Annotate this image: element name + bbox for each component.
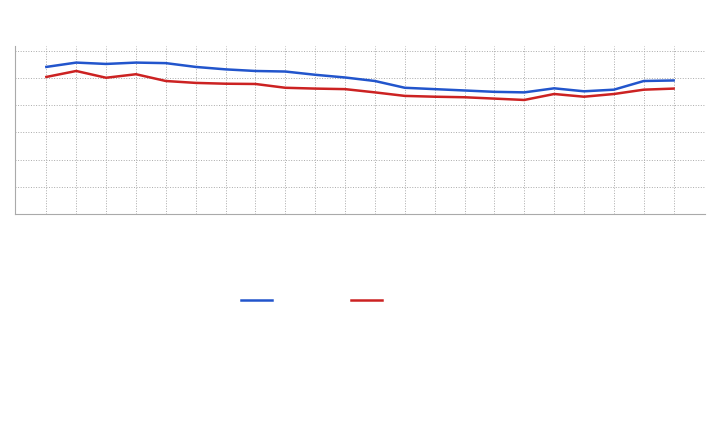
固定長期適合率 — [580, 94, 588, 99]
固定比率 — [550, 86, 559, 91]
固定長期適合率 — [610, 92, 618, 97]
固定長期適合率 — [371, 90, 379, 95]
固定比率 — [580, 88, 588, 94]
固定長期適合率 — [192, 80, 200, 85]
固定長期適合率 — [281, 85, 289, 90]
固定長期適合率 — [490, 96, 499, 101]
固定比率 — [341, 75, 349, 80]
固定比率 — [251, 68, 260, 73]
固定長期適合率 — [550, 92, 559, 97]
Legend: 固定比率, 固定長期適合率: 固定比率, 固定長期適合率 — [235, 290, 485, 309]
固定比率 — [161, 60, 170, 66]
固定長期適合率 — [431, 94, 439, 99]
Line: 固定比率: 固定比率 — [46, 62, 674, 92]
固定比率 — [132, 60, 140, 65]
固定比率 — [72, 60, 81, 65]
固定比率 — [431, 87, 439, 92]
固定長期適合率 — [311, 86, 320, 91]
固定比率 — [670, 78, 678, 83]
固定比率 — [520, 90, 528, 95]
固定比率 — [490, 89, 499, 95]
固定長期適合率 — [460, 95, 469, 100]
固定比率 — [610, 87, 618, 92]
固定比率 — [639, 78, 648, 84]
固定比率 — [221, 67, 230, 72]
固定比率 — [102, 61, 110, 66]
固定比率 — [281, 69, 289, 74]
固定長期適合率 — [670, 86, 678, 91]
固定比率 — [371, 78, 379, 84]
固定長期適合率 — [400, 93, 409, 99]
固定長期適合率 — [341, 87, 349, 92]
固定長期適合率 — [72, 68, 81, 73]
固定比率 — [311, 72, 320, 77]
固定長期適合率 — [221, 81, 230, 86]
固定比率 — [400, 85, 409, 90]
固定長期適合率 — [520, 97, 528, 103]
固定長期適合率 — [42, 74, 50, 80]
Line: 固定長期適合率: 固定長期適合率 — [46, 71, 674, 100]
固定比率 — [192, 64, 200, 70]
固定比率 — [460, 88, 469, 93]
固定長期適合率 — [251, 81, 260, 87]
固定長期適合率 — [639, 87, 648, 92]
固定長期適合率 — [102, 75, 110, 81]
固定比率 — [42, 64, 50, 70]
固定長期適合率 — [132, 72, 140, 77]
固定長期適合率 — [161, 78, 170, 84]
